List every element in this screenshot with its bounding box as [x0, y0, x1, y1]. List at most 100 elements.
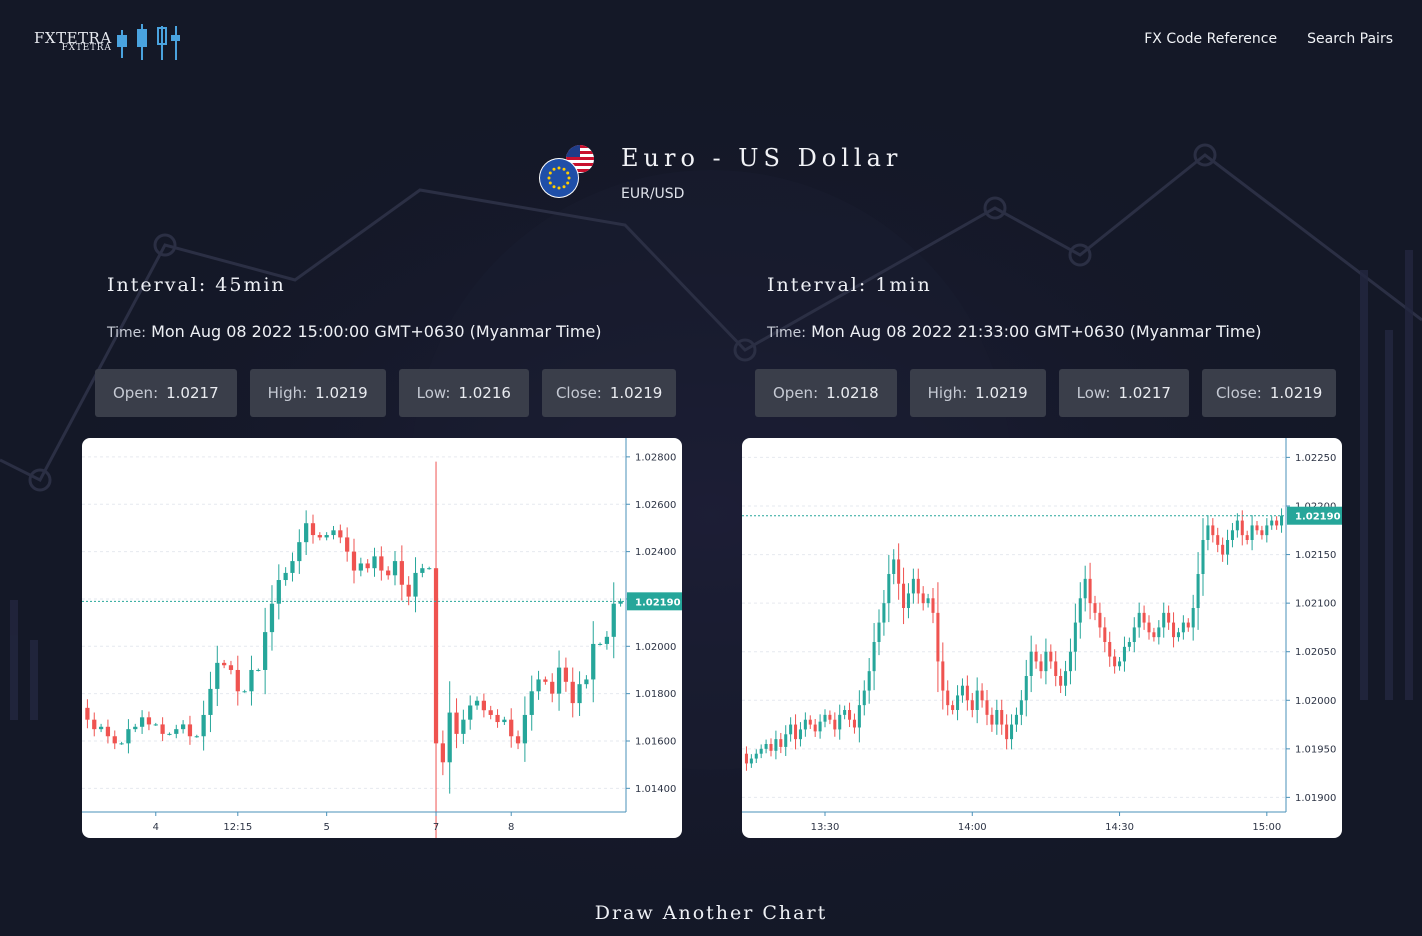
- candle-body: [828, 714, 832, 720]
- candle-body: [1029, 651, 1033, 676]
- candle-body: [852, 719, 856, 728]
- candlestick-chart-45min[interactable]: 1.028001.026001.024001.022001.020001.018…: [82, 438, 682, 838]
- y-tick-label: 1.01900: [1295, 793, 1336, 804]
- candle-body: [960, 685, 964, 696]
- candle-body: [808, 719, 812, 725]
- candle-body: [902, 583, 906, 608]
- candle-body: [481, 700, 486, 711]
- candle-body: [1127, 642, 1131, 647]
- candle-body: [461, 719, 466, 734]
- y-tick-label: 1.02100: [1295, 599, 1336, 610]
- candle-body: [392, 561, 398, 576]
- pair-title: Euro - US Dollar: [621, 144, 903, 172]
- nav-search-pairs[interactable]: Search Pairs: [1307, 31, 1393, 47]
- candle-body: [1044, 651, 1048, 672]
- candle-body: [338, 530, 343, 538]
- candle-body: [1167, 612, 1171, 623]
- stat-open: Open: 1.0217: [95, 369, 237, 417]
- candle-body: [208, 688, 213, 715]
- time-readout: Time: Mon Aug 08 2022 21:33:00 GMT+0630 …: [767, 322, 1262, 341]
- candle-body: [509, 719, 514, 737]
- candle-body: [351, 551, 357, 571]
- y-tick-label: 1.02150: [1295, 550, 1336, 561]
- candle-body: [1014, 714, 1018, 725]
- candle-body: [427, 568, 432, 570]
- candle-body: [1088, 578, 1092, 604]
- x-tick-label: 8: [508, 822, 514, 833]
- candle-body: [379, 556, 384, 571]
- logo[interactable]: FXTETRA FXTETRA: [34, 22, 180, 62]
- y-tick-label: 1.01600: [635, 736, 676, 747]
- candle-body: [951, 705, 955, 710]
- candle-body: [433, 568, 439, 744]
- candle-body: [358, 563, 363, 571]
- candle-body: [119, 743, 124, 745]
- candle-body: [1230, 530, 1234, 540]
- candle-body: [1005, 724, 1009, 740]
- candle-body: [1206, 525, 1210, 540]
- candle-body: [98, 726, 104, 730]
- candle-body: [563, 667, 569, 682]
- candle-body: [577, 684, 582, 704]
- y-tick-label: 1.02800: [635, 452, 676, 463]
- nav-fx-code-reference[interactable]: FX Code Reference: [1144, 31, 1278, 47]
- logo-subtext: FXTETRA: [61, 43, 112, 53]
- candle-body: [818, 721, 822, 732]
- candle-body: [160, 724, 165, 734]
- candle-body: [970, 700, 974, 710]
- candle-body: [1103, 627, 1107, 642]
- candle-body: [413, 572, 418, 597]
- stat-high: High: 1.0219: [249, 369, 386, 417]
- candle-body: [921, 593, 925, 604]
- candle-body: [769, 744, 773, 751]
- stat-close: Close: 1.0219: [1201, 369, 1337, 417]
- time-value: Mon Aug 08 2022 15:00:00 GMT+0630 (Myanm…: [151, 322, 602, 341]
- time-value: Mon Aug 08 2022 21:33:00 GMT+0630 (Myanm…: [811, 322, 1262, 341]
- candle-body: [1137, 612, 1141, 628]
- candle-body: [187, 724, 193, 737]
- candle-body: [304, 523, 309, 543]
- candle-body: [1118, 661, 1122, 667]
- candle-body: [1078, 598, 1082, 623]
- candle-body: [1000, 710, 1004, 725]
- x-tick-label: 13:30: [811, 822, 840, 833]
- candle-body: [1275, 520, 1279, 526]
- y-tick-label: 1.02050: [1295, 647, 1336, 658]
- candle-body: [1039, 661, 1043, 672]
- candle-body: [1157, 627, 1161, 638]
- candle-body: [872, 642, 876, 672]
- candle-body: [877, 622, 881, 642]
- candle-body: [399, 561, 404, 585]
- candle-body: [911, 578, 915, 594]
- candle-body: [1113, 656, 1117, 667]
- candle-body: [1191, 608, 1195, 628]
- candle-body: [1211, 525, 1215, 536]
- candle-body: [1019, 700, 1023, 715]
- candle-body: [813, 724, 817, 732]
- candle-body: [556, 667, 562, 694]
- draw-another-chart-button[interactable]: Draw Another Chart: [594, 902, 828, 924]
- candle-body: [222, 662, 227, 666]
- candle-body: [146, 717, 152, 725]
- candle-body: [744, 753, 748, 764]
- candle-body: [985, 700, 989, 715]
- candle-body: [774, 739, 778, 751]
- last-price-label: 1.02190: [1295, 512, 1341, 523]
- last-price-label: 1.02190: [635, 597, 681, 608]
- candle-body: [1172, 622, 1176, 638]
- candle-body: [235, 669, 240, 692]
- ohlc-stats: Open: 1.0217 High: 1.0219 Low: 1.0216 Close…: [95, 369, 677, 417]
- candle-body: [1181, 622, 1185, 633]
- candle-body: [597, 643, 603, 645]
- candle-body: [1260, 530, 1264, 536]
- candle-body: [611, 603, 616, 637]
- candle-body: [1221, 544, 1225, 555]
- x-tick-label: 14:00: [958, 822, 987, 833]
- candle-body: [454, 712, 459, 734]
- candle-body: [269, 603, 275, 633]
- candle-body: [956, 695, 960, 710]
- candle-body: [228, 665, 234, 670]
- y-tick-label: 1.02000: [635, 642, 676, 653]
- stat-high: High: 1.0219: [909, 369, 1046, 417]
- candlestick-chart-1min[interactable]: 1.022501.022001.021501.021001.020501.020…: [742, 438, 1342, 838]
